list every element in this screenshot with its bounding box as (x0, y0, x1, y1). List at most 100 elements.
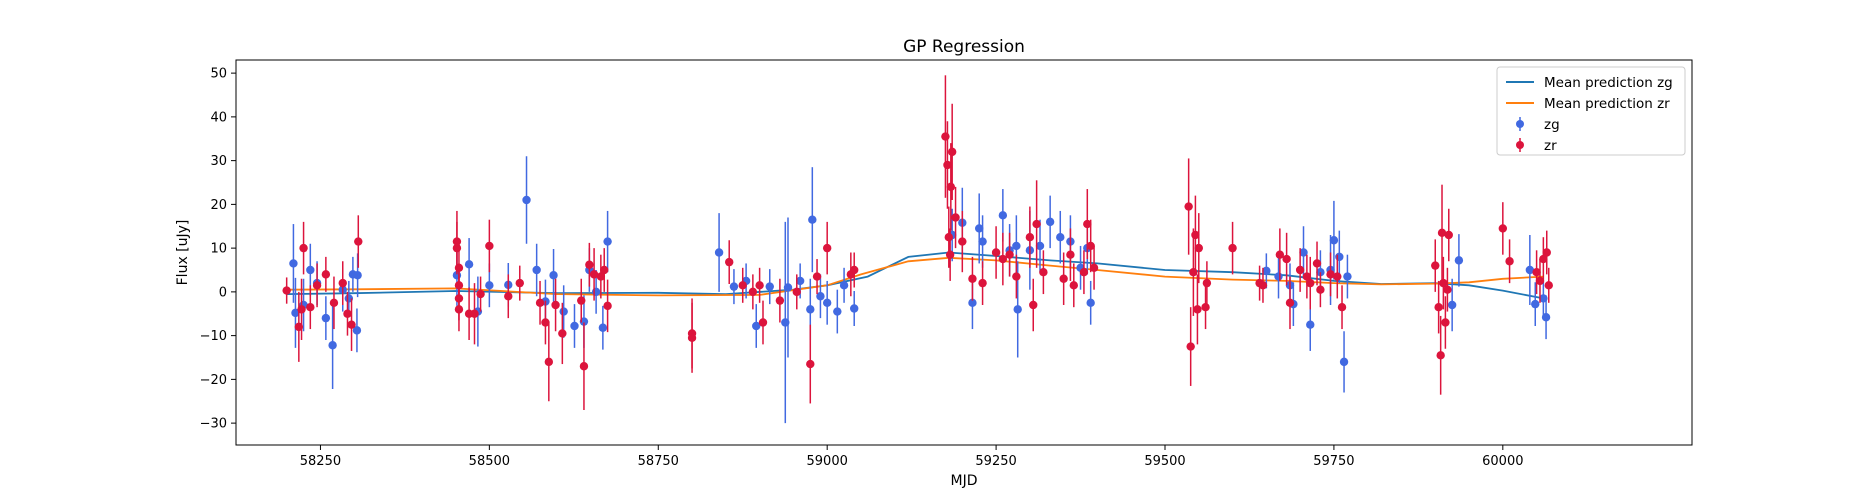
legend-label: Mean prediction zg (1544, 75, 1673, 91)
data-point-zg (1531, 299, 1540, 309)
data-point-zr (600, 265, 609, 275)
data-point-zr (1005, 250, 1014, 259)
data-point-zr (1275, 250, 1285, 259)
data-point-zr (1089, 263, 1099, 273)
data-point-zr (1186, 342, 1195, 351)
data-point-zr (1184, 202, 1193, 211)
data-point-zr (596, 272, 606, 281)
data-point-zr (504, 292, 513, 301)
data-point-zg (1343, 272, 1352, 281)
data-point-zr (1444, 230, 1453, 240)
data-point-zg (1541, 313, 1551, 322)
y-tick-label: 30 (210, 154, 227, 169)
legend-box (1496, 66, 1686, 156)
x-tick-label: 58750 (638, 454, 679, 469)
data-point-zr (978, 278, 987, 288)
data-point-zr (1191, 230, 1200, 240)
data-point-zr (1201, 302, 1210, 312)
data-point-zg (485, 281, 494, 290)
data-point-zr (1312, 259, 1322, 268)
data-point-zr (354, 237, 363, 246)
data-point-zr (1228, 243, 1237, 253)
data-point-zr (1306, 278, 1315, 288)
y-tick-label: 0 (219, 285, 227, 300)
data-point-zr (1443, 285, 1452, 294)
y-tick-label: −30 (200, 417, 227, 432)
data-point-zr (1544, 281, 1553, 290)
data-point-zr (485, 241, 494, 251)
data-point-zr (1282, 254, 1291, 264)
data-point-zr (1086, 241, 1095, 251)
data-point-zr (282, 286, 291, 295)
x-axis: 58250 58500 58750 59000 59250 59500 59750 60000 (300, 445, 1524, 469)
legend-marker-zr (1516, 141, 1524, 149)
x-tick-label: 59750 (1313, 454, 1354, 469)
data-point-zg (328, 341, 337, 350)
data-point-zg (714, 248, 724, 257)
data-point-zr (1032, 219, 1041, 229)
data-point-zr (476, 289, 485, 299)
data-point-zr (1079, 267, 1089, 277)
data-point-zr (1059, 274, 1068, 283)
data-point-zr (535, 298, 545, 308)
data-point-zr (454, 305, 464, 314)
data-point-zg (1306, 320, 1315, 329)
data-point-zr (1069, 281, 1078, 290)
data-point-zr (946, 182, 956, 192)
data-point-zg (598, 323, 608, 332)
data-point-zr (1193, 305, 1202, 314)
data-point-zg (783, 283, 793, 292)
data-point-zr (1542, 248, 1551, 257)
data-point-zg (603, 237, 612, 246)
data-point-zg (1335, 252, 1344, 262)
data-point-zr (299, 243, 308, 253)
data-point-zg (816, 292, 825, 301)
data-point-zr (1436, 351, 1445, 360)
data-point-zr (1505, 257, 1514, 266)
data-point-zr (1302, 272, 1312, 281)
data-point-zr (1083, 219, 1092, 229)
data-point-zr (452, 243, 462, 253)
data-point-zg (289, 259, 298, 268)
data-point-zg (1013, 305, 1022, 314)
data-point-zr (1431, 261, 1440, 270)
data-point-zr (1498, 224, 1508, 233)
data-point-zr (1535, 276, 1545, 286)
data-point-zr (850, 265, 859, 275)
data-point-zg (729, 282, 739, 291)
x-tick-label: 58500 (469, 454, 510, 469)
data-point-zg (998, 211, 1008, 220)
data-point-zg (806, 305, 815, 314)
data-point-zg (1454, 256, 1464, 265)
data-point-zr (755, 281, 764, 290)
data-point-zr (321, 270, 331, 279)
x-tick-label: 59250 (975, 454, 1016, 469)
legend-marker-zg (1516, 120, 1524, 128)
data-point-zr (748, 287, 758, 297)
data-point-zr (541, 318, 550, 327)
data-point-zg (306, 265, 315, 275)
data-point-zr (1012, 272, 1021, 281)
data-point-zg (591, 287, 601, 297)
data-point-zr (312, 281, 322, 290)
legend: Mean prediction zg Mean prediction zr zg zr (1496, 66, 1686, 156)
data-point-zr (1539, 254, 1548, 264)
data-point-zg (1086, 298, 1095, 308)
data-point-zg (1035, 241, 1045, 251)
x-tick-label: 60000 (1482, 454, 1523, 469)
data-point-zr (551, 300, 560, 310)
data-point-zr (822, 243, 832, 253)
y-tick-label: 20 (210, 198, 227, 213)
data-point-zg (570, 321, 579, 331)
data-point-zr (1039, 267, 1048, 277)
data-point-zr (1202, 278, 1212, 288)
data-point-zr (958, 237, 967, 246)
data-point-zr (758, 318, 768, 327)
legend-label: zg (1544, 117, 1560, 133)
data-point-zr (1316, 285, 1325, 294)
data-point-zg (464, 260, 474, 269)
data-point-zg (549, 271, 558, 280)
data-point-zr (812, 272, 822, 281)
